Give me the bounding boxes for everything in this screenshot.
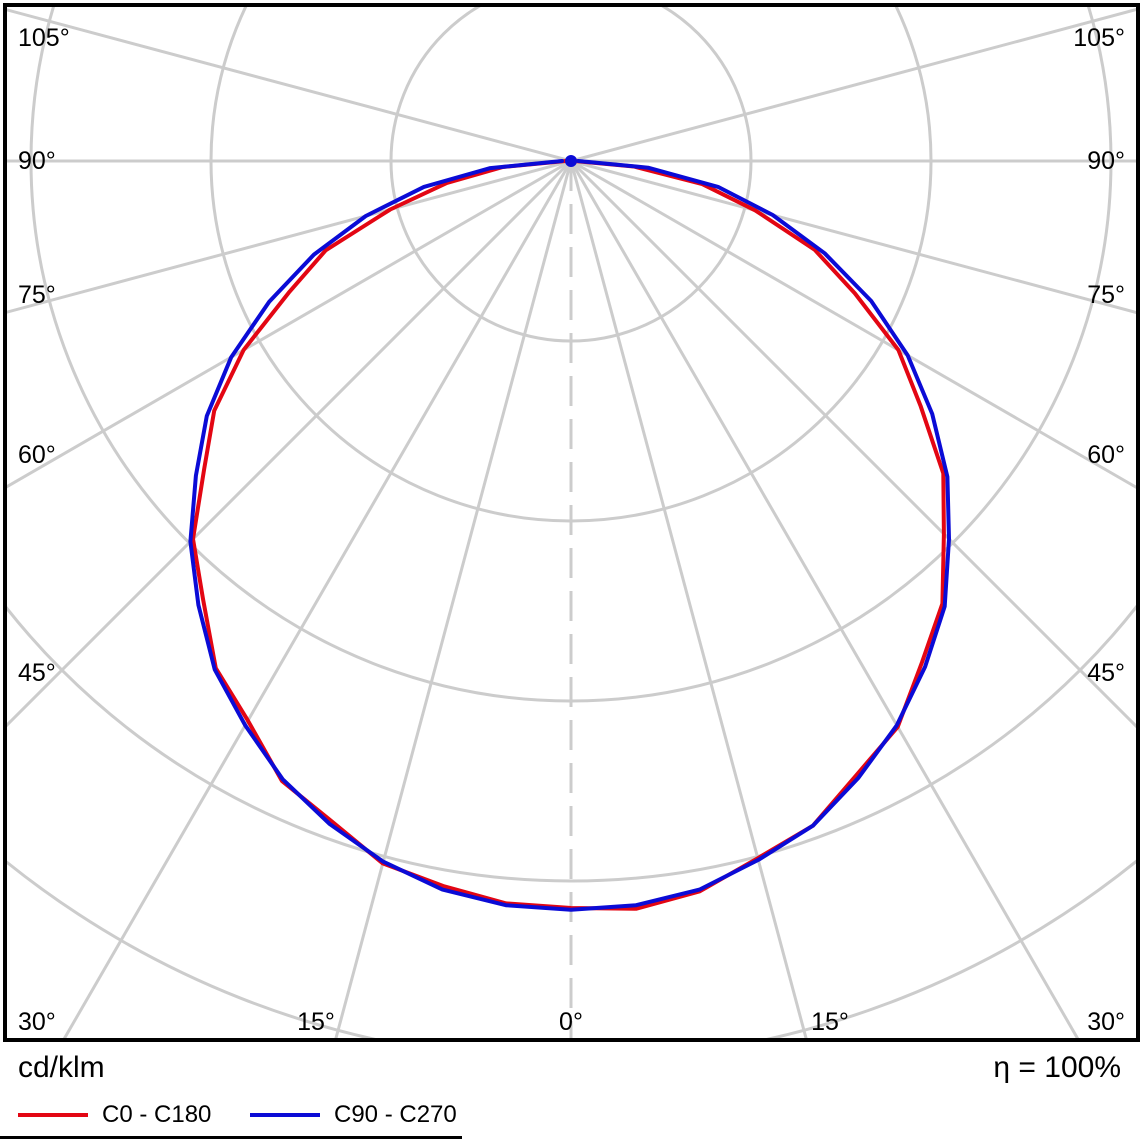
radial-grid-line — [7, 159, 573, 728]
legend-footer: cd/klm η = 100% C0 - C180 C90 - C270 — [0, 1045, 1143, 1143]
radial-grid-line — [7, 8, 572, 163]
polar-plot-frame: 105° 90° 75° 60° 45° 30° 105° 90° 75° 60° 45° 30° 15… — [3, 3, 1140, 1042]
angle-tick-label: 60° — [1087, 441, 1125, 469]
legend-label-c90: C90 - C270 — [334, 1101, 457, 1128]
angle-tick-label: 90° — [18, 147, 56, 175]
radial-grid-line — [569, 160, 1080, 1038]
intensity-curves — [188, 155, 951, 912]
legend-item-c90-c270: C90 - C270 — [250, 1101, 457, 1129]
radial-grid-line — [7, 159, 572, 314]
angle-tick-label: 45° — [18, 659, 56, 687]
legend-item-c0-c180: C0 - C180 — [18, 1101, 211, 1129]
grid-ring — [7, 604, 1136, 883]
legend-line-c0-icon — [18, 1113, 88, 1117]
angle-tick-label: 30° — [18, 1008, 56, 1036]
curve-c0-c180 — [191, 159, 946, 911]
polar-chart: 105° 90° 75° 60° 45° 30° 105° 90° 75° 60° 45° 30° 15… — [3, 3, 1140, 1042]
angle-tick-label: 75° — [1087, 281, 1125, 309]
radial-grid-line — [62, 160, 573, 1038]
legend-underline — [0, 1136, 462, 1139]
angle-tick-label: 45° — [1087, 659, 1125, 687]
radial-grid-line — [570, 8, 1136, 163]
legend-line-c90-icon — [250, 1113, 320, 1117]
angle-tick-label: 30° — [1087, 1008, 1125, 1036]
legend-label-c0: C0 - C180 — [102, 1101, 212, 1128]
radial-grid-line — [570, 159, 1136, 489]
angle-tick-label: 60° — [18, 441, 56, 469]
radial-grid-line — [569, 159, 1136, 729]
angle-tick-label: 90° — [1087, 147, 1125, 175]
plot-border — [3, 3, 1140, 1042]
angle-tick-label: 15° — [297, 1008, 335, 1036]
angle-tick-label: 75° — [18, 281, 56, 309]
unit-label: cd/klm — [18, 1051, 105, 1084]
angle-tick-label: 0° — [559, 1008, 583, 1036]
angle-tick-label: 105° — [18, 24, 70, 52]
efficiency-label: η = 100% — [993, 1051, 1121, 1084]
curve-c90-c270 — [188, 159, 951, 912]
angle-tick-label: 105° — [1073, 24, 1125, 52]
radial-grid-line — [334, 160, 573, 1038]
angle-tick-label: 15° — [811, 1008, 849, 1036]
radial-grid-line — [7, 159, 572, 489]
origin-dot — [565, 155, 577, 167]
radial-grid-line — [570, 159, 1136, 314]
radial-grid-line — [569, 160, 808, 1038]
